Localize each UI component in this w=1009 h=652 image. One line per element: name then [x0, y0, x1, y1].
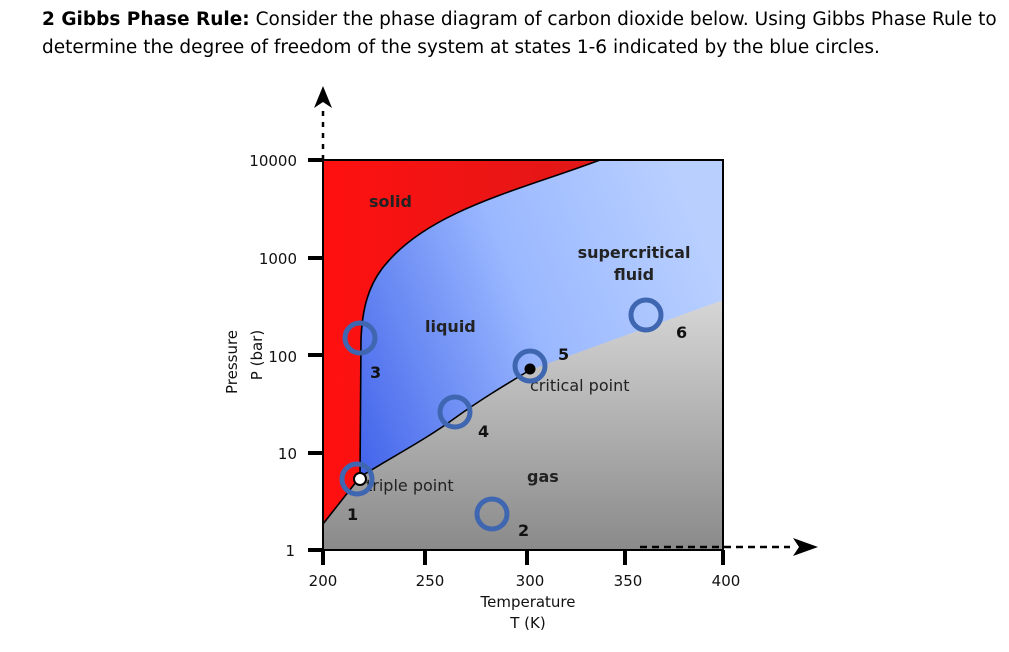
triple-point-label: triple point: [366, 476, 454, 495]
critical-point-dot: [524, 363, 536, 375]
vaporization-curve: [359, 369, 531, 478]
state-circle-6: [628, 297, 664, 333]
y-axis-title: Pressure: [223, 330, 241, 394]
y-tick-label-10000: 10000: [249, 152, 297, 170]
solid-label: solid: [369, 192, 412, 211]
state-circle-1: [339, 461, 375, 497]
question-body: Consider the phase diagram of carbon dio…: [42, 9, 997, 58]
x-axis-subtitle: T (K): [509, 614, 545, 632]
liquid-label: liquid: [425, 317, 476, 336]
y-tick-label-100: 100: [268, 348, 297, 366]
gas-label: gas: [527, 467, 559, 486]
y-tick-label-1000: 1000: [259, 250, 297, 268]
state-label-4: 4: [478, 422, 489, 441]
state-label-6: 6: [676, 323, 687, 342]
state-label-3: 3: [370, 363, 381, 382]
triple-point-dot: [353, 472, 367, 486]
x-tick-label-200: 200: [309, 572, 338, 590]
question-text: 2 Gibbs Phase Rule: Consider the phase d…: [42, 6, 1002, 62]
x-tick-label-300: 300: [516, 572, 545, 590]
supercritical-label: supercritical: [578, 243, 691, 262]
y-ticks: [308, 158, 323, 552]
y-axis-arrowhead: [314, 86, 332, 108]
gas-region: [323, 300, 723, 550]
x-ticks: [321, 550, 725, 565]
state-label-1: 1: [347, 505, 358, 524]
x-axis-title: Temperature: [479, 593, 575, 611]
y-tick-label-10: 10: [278, 445, 297, 463]
state-circle-2: [474, 496, 510, 532]
melting-curve: [359, 159, 601, 478]
fluid-label: fluid: [614, 265, 654, 284]
state-circle-5: [512, 348, 548, 384]
critical-point-label: critical point: [530, 376, 629, 395]
sublimation-curve: [322, 476, 361, 525]
state-circle-4: [437, 394, 473, 430]
solid-region: [323, 160, 600, 524]
y-tick-label-1: 1: [285, 542, 295, 560]
state-label-2: 2: [518, 521, 529, 540]
x-tick-label-350: 350: [614, 572, 643, 590]
y-axis-subtitle: P (bar): [248, 330, 266, 380]
x-axis-arrowhead: [793, 538, 818, 556]
x-tick-label-400: 400: [712, 572, 741, 590]
question-heading: 2 Gibbs Phase Rule:: [42, 9, 250, 30]
x-tick-label-250: 250: [416, 572, 445, 590]
state-label-5: 5: [558, 345, 569, 364]
state-circle-3: [342, 320, 378, 356]
